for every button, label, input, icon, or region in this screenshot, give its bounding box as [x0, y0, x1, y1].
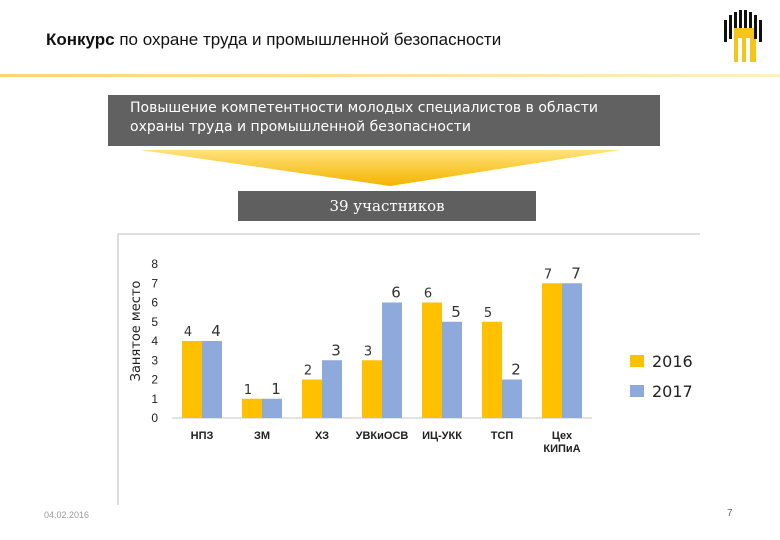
chart-legend: 2016 2017 [630, 346, 693, 406]
data-label-2016: 4 [184, 325, 192, 340]
y-tick-label: 3 [151, 353, 158, 367]
bar-2017 [202, 341, 222, 418]
y-tick-label: 1 [151, 392, 158, 406]
y-tick-label: 8 [151, 257, 158, 271]
y-tick-label: 2 [151, 373, 158, 387]
company-logo-icon [724, 10, 762, 62]
data-label-2017: 3 [331, 341, 341, 359]
y-tick-label: 0 [151, 411, 158, 425]
bar-2017 [382, 302, 402, 418]
data-label-2017: 7 [571, 264, 581, 282]
bar-2016 [242, 398, 262, 418]
page-title-rest: по охране труда и промышленной безопасно… [114, 30, 502, 49]
y-tick-label: 5 [151, 315, 158, 329]
x-tick-label: ИЦ-УКК [422, 430, 462, 442]
bar-2016 [482, 321, 502, 418]
bar-2016 [302, 379, 322, 418]
data-label-2016: 6 [424, 287, 432, 302]
data-label-2017: 4 [211, 322, 221, 340]
data-label-2017: 5 [451, 303, 461, 321]
x-tick-label: КИПиА [543, 443, 580, 455]
x-tick-label: Цех [552, 430, 573, 442]
page-number: 7 [727, 508, 733, 519]
y-axis-label: Занятое место [129, 281, 144, 382]
bar-2016 [362, 360, 382, 418]
x-tick-label: ХЗ [315, 430, 329, 442]
page-title: Конкурс по охране труда и промышленной б… [46, 30, 501, 50]
bar-2017 [502, 379, 522, 418]
bar-2017 [562, 283, 582, 418]
data-label-2017: 1 [271, 380, 281, 398]
legend-swatch-2017 [630, 385, 644, 397]
funnel-arrow [140, 150, 620, 186]
x-tick-label: УВКиОСВ [356, 430, 409, 442]
legend-label-2017: 2017 [652, 381, 693, 401]
footer-date: 04.02.2016 [44, 510, 90, 520]
data-label-2016: 1 [244, 383, 252, 398]
bar-2016 [182, 341, 202, 418]
bar-2017 [262, 398, 282, 418]
data-label-2016: 7 [544, 267, 552, 282]
data-label-2016: 3 [364, 344, 372, 359]
data-label-2016: 2 [304, 364, 312, 379]
y-tick-label: 6 [151, 296, 158, 310]
y-tick-label: 4 [151, 334, 158, 348]
legend-item-2017: 2017 [630, 376, 693, 406]
x-tick-label: ЗМ [254, 430, 270, 442]
data-label-2017: 6 [391, 284, 401, 302]
bar-2016 [542, 283, 562, 418]
bar-2017 [442, 321, 462, 418]
y-tick-label: 7 [151, 276, 158, 290]
header-divider [0, 74, 780, 77]
x-tick-label: НПЗ [191, 430, 214, 442]
legend-item-2016: 2016 [630, 346, 693, 376]
data-label-2017: 2 [511, 361, 521, 379]
page-title-bold: Конкурс [46, 30, 115, 49]
goal-banner: Повышение компетентности молодых специал… [108, 95, 660, 146]
ranking-bar-chart: 0 1 2 3 4 5 6 7 8 Занятое место 4 4 НПЗ 1 1 ЗМ 2 3 ХЗ 3 6 УВК… [117, 233, 700, 505]
participants-count: 39 участников [238, 191, 536, 221]
legend-swatch-2016 [630, 355, 644, 367]
data-label-2016: 5 [484, 306, 492, 321]
legend-label-2016: 2016 [652, 351, 693, 371]
bar-2017 [322, 360, 342, 418]
bar-2016 [422, 302, 442, 418]
x-tick-label: ТСП [491, 430, 514, 442]
